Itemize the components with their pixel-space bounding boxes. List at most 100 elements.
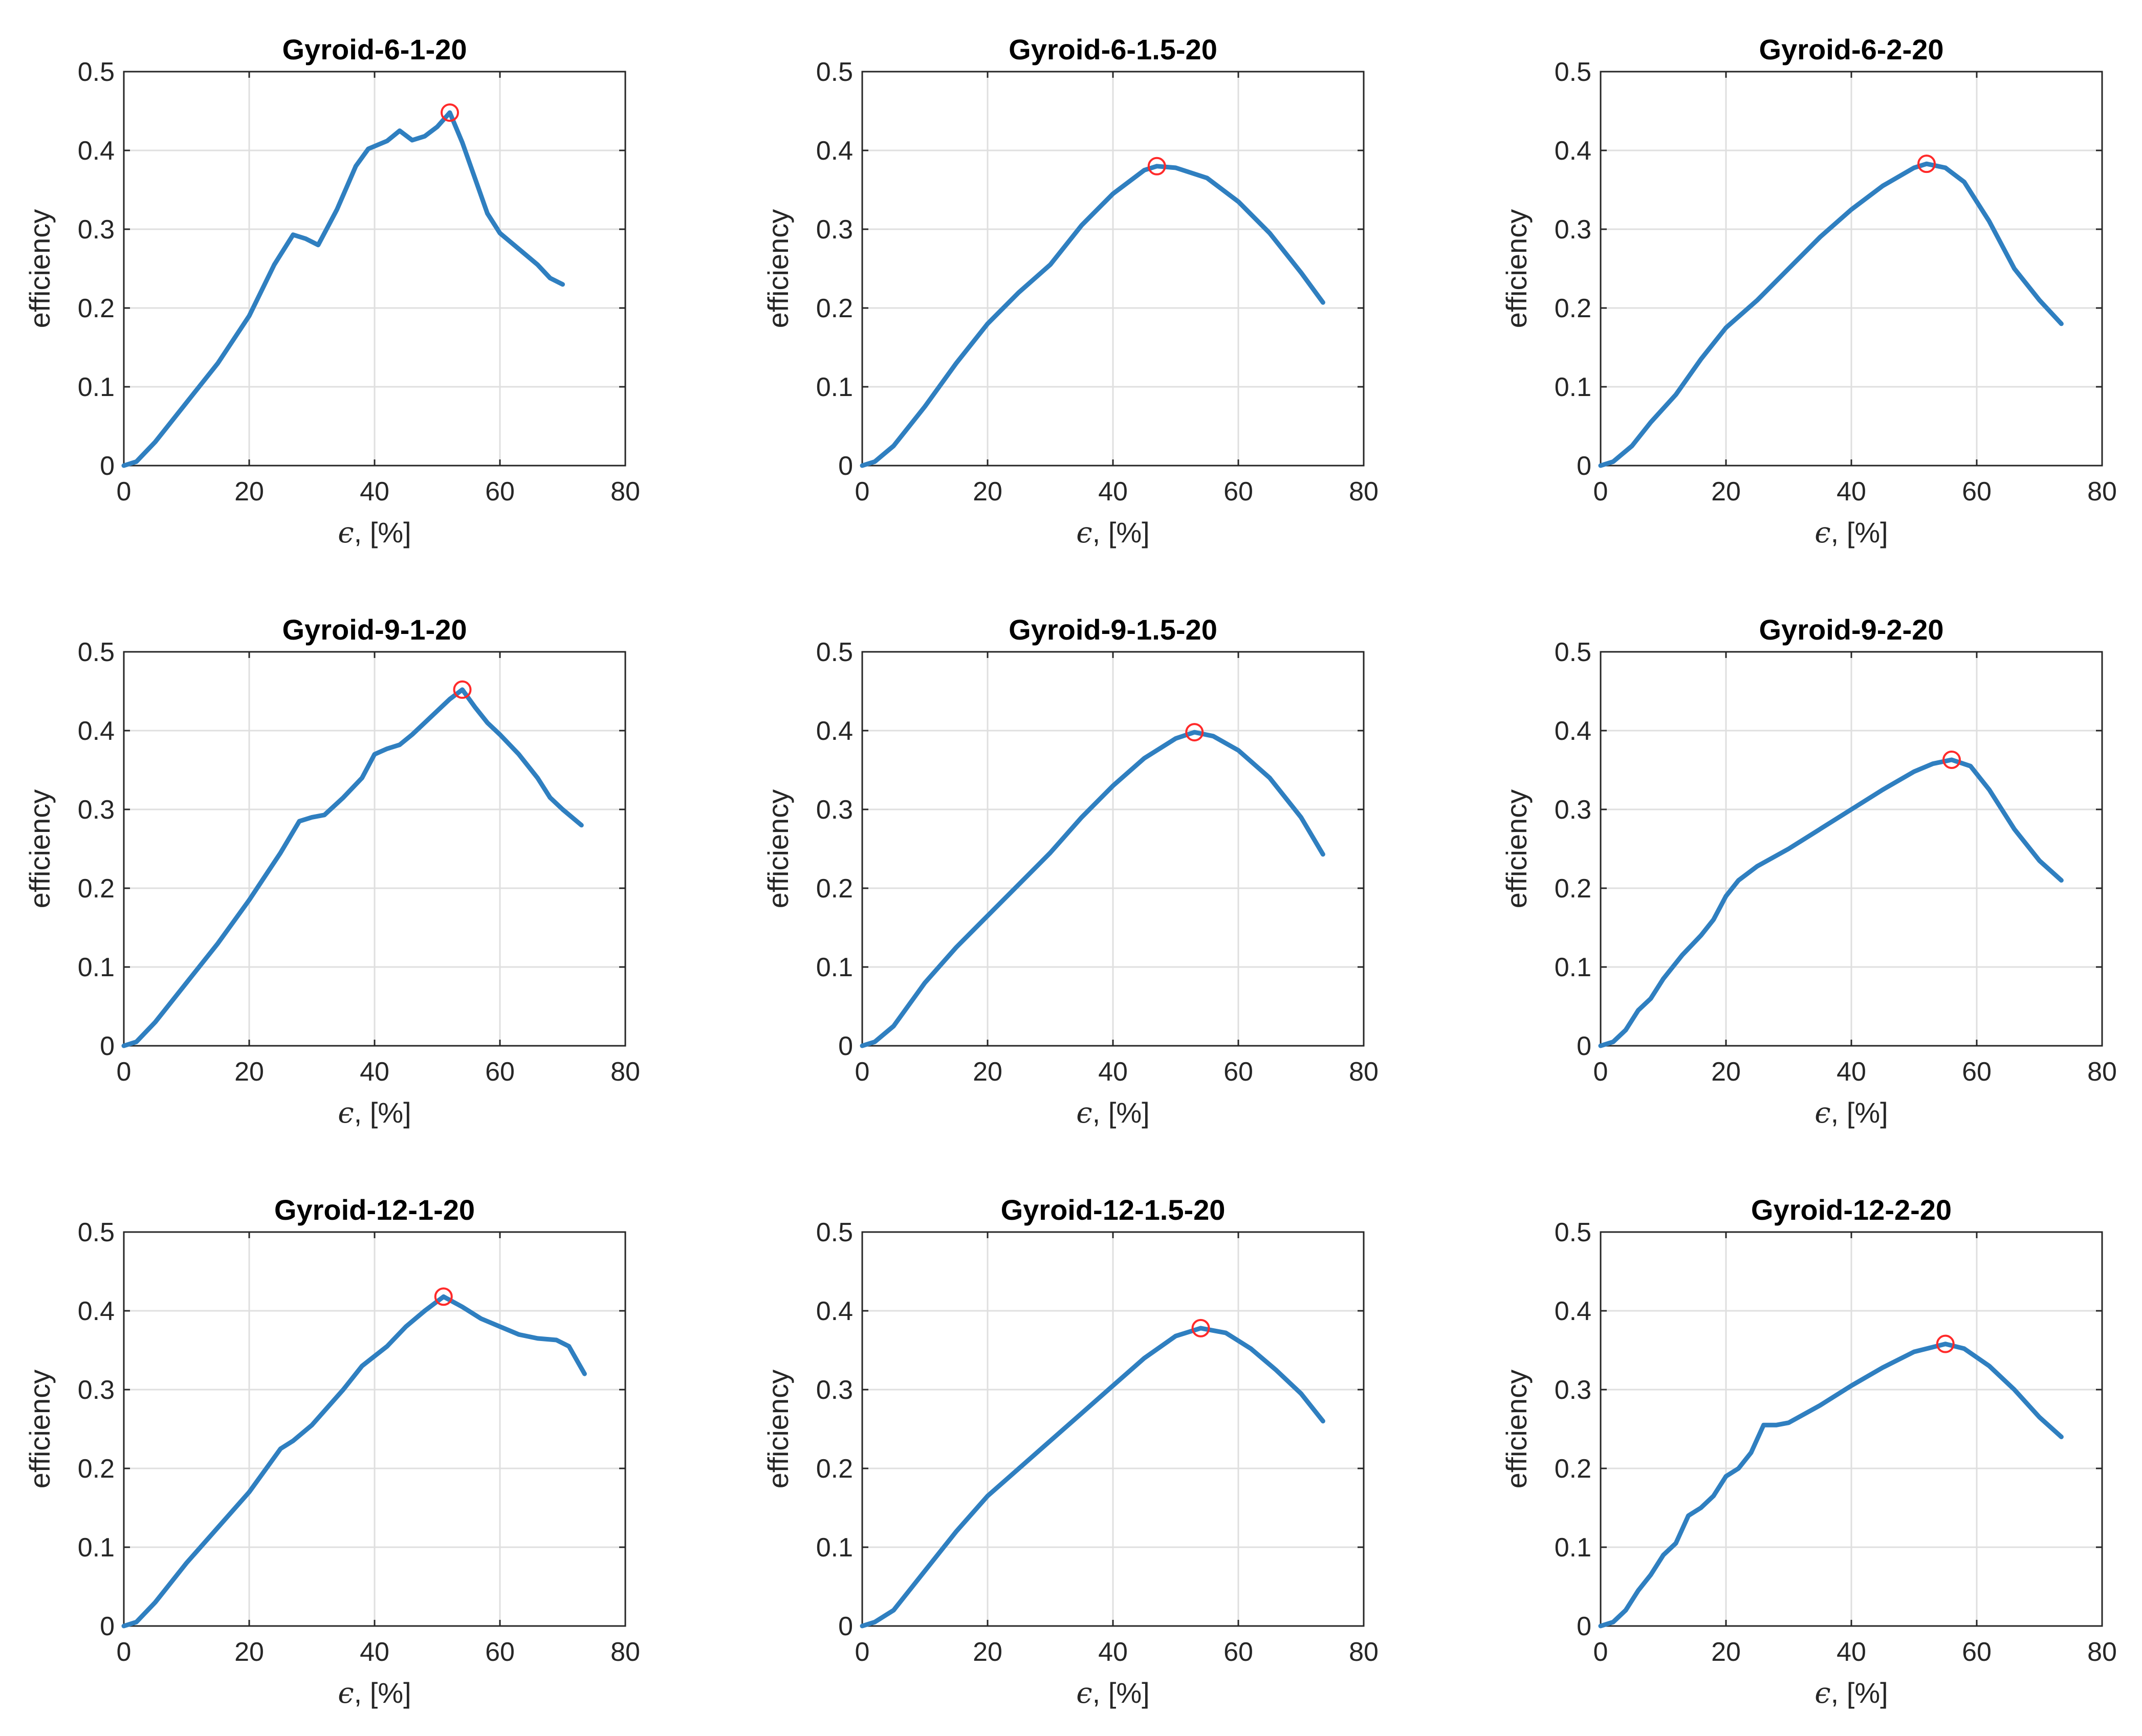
y-axis-label: efficiency: [762, 209, 794, 328]
peak-marker: [1191, 1319, 1210, 1337]
y-tick-label: 0.1: [816, 372, 853, 402]
y-tick-label: 0.4: [78, 136, 115, 166]
x-tick-label: 40: [360, 477, 389, 507]
y-tick-label: 0: [100, 451, 115, 481]
y-tick-label: 0.3: [816, 1375, 853, 1405]
x-tick-label: 60: [1223, 1637, 1253, 1667]
subplot-8: 0 20 40 60 80 0 0.1 0.2 0.3 0.4 0.5 Gyroid-12-1.5-2…: [762, 1194, 1379, 1710]
y-tick-label: 0.4: [1555, 136, 1591, 166]
x-axis-label-unit: , [%]: [1092, 1096, 1150, 1129]
y-tick-label: 0.2: [816, 294, 853, 323]
x-tick-label: 60: [1962, 1637, 1992, 1667]
peak-marker: [453, 680, 472, 699]
y-tick-label: 0.5: [1555, 638, 1591, 667]
x-axis-label: ϵ, [%]: [338, 516, 411, 550]
x-axis-label-unit: , [%]: [1092, 1677, 1150, 1709]
x-tick-label: 0: [1593, 1637, 1608, 1667]
efficiency-curve: [1598, 1342, 2064, 1629]
y-tick-label: 0.3: [1555, 215, 1591, 245]
x-axis-label: ϵ, [%]: [1815, 516, 1888, 550]
y-tick-label: 0.4: [816, 136, 853, 166]
y-tick-label: 0: [838, 451, 853, 481]
x-tick-label: 80: [610, 1637, 640, 1667]
y-tick-label: 0.3: [78, 1375, 115, 1405]
peak-marker: [1147, 157, 1166, 175]
y-tick-label: 0.5: [78, 1218, 115, 1247]
y-tick-label: 0.2: [1555, 1454, 1591, 1484]
x-tick-label: 80: [2087, 1637, 2117, 1667]
peak-marker: [1917, 155, 1936, 173]
x-tick-label: 60: [485, 1637, 515, 1667]
y-tick-label: 0.5: [816, 1218, 853, 1247]
y-tick-label: 0.3: [1555, 1375, 1591, 1405]
y-tick-label: 0.5: [816, 638, 853, 667]
y-tick-label: 0.1: [78, 1533, 115, 1563]
x-tick-label: 60: [1962, 1057, 1992, 1087]
peak-marker: [1936, 1334, 1955, 1353]
y-tick-label: 0.2: [1555, 874, 1591, 904]
x-tick-label: 80: [1349, 477, 1379, 507]
y-tick-label: 0.1: [78, 372, 115, 402]
y-tick-label: 0.2: [78, 874, 115, 904]
x-axis-label-unit: , [%]: [354, 1096, 411, 1129]
x-axis-label-symbol: ϵ: [1076, 1677, 1092, 1710]
x-tick-label: 0: [1593, 477, 1608, 507]
y-tick-label: 0.4: [1555, 1296, 1591, 1326]
x-tick-label: 80: [610, 1057, 640, 1087]
subplot-2: 0 20 40 60 80 0 0.1 0.2 0.3 0.4 0.5 Gyroid-6-1.5-20…: [762, 33, 1379, 550]
chart-title: Gyroid-9-1.5-20: [1009, 613, 1217, 646]
x-axis-label-symbol: ϵ: [338, 1096, 354, 1130]
efficiency-curve: [121, 1294, 587, 1629]
x-tick-label: 0: [1593, 1057, 1608, 1087]
peak-marker: [441, 103, 459, 122]
x-tick-label: 20: [1711, 1637, 1741, 1667]
x-tick-label: 80: [2087, 1057, 2117, 1087]
x-tick-label: 80: [1349, 1637, 1379, 1667]
y-tick-label: 0.5: [816, 57, 853, 87]
peak-marker: [434, 1287, 453, 1306]
y-tick-label: 0: [100, 1031, 115, 1061]
y-axis-label: efficiency: [1500, 789, 1533, 908]
y-tick-label: 0.4: [816, 716, 853, 746]
x-tick-label: 0: [855, 477, 870, 507]
y-axis-label: efficiency: [24, 209, 56, 328]
x-axis-label: ϵ, [%]: [1076, 1096, 1149, 1130]
x-tick-label: 20: [973, 1637, 1002, 1667]
y-axis-label: efficiency: [762, 1370, 794, 1488]
x-axis-label: ϵ, [%]: [338, 1096, 411, 1130]
efficiency-curve: [860, 730, 1325, 1048]
subplot-3: 0 20 40 60 80 0 0.1 0.2 0.3 0.4 0.5 Gyroid-6-2-20 ϵ,…: [1500, 33, 2117, 550]
peak-marker: [1942, 750, 1961, 769]
y-tick-label: 0.2: [1555, 294, 1591, 323]
subplot-9: 0 20 40 60 80 0 0.1 0.2 0.3 0.4 0.5 Gyroid-12-2-20 ϵ…: [1500, 1194, 2117, 1710]
x-tick-label: 20: [1711, 1057, 1741, 1087]
x-tick-label: 20: [234, 1637, 264, 1667]
x-axis-label-unit: , [%]: [1092, 516, 1150, 548]
x-axis-label-symbol: ϵ: [1076, 516, 1092, 550]
y-tick-label: 0.2: [816, 1454, 853, 1484]
x-tick-label: 60: [1223, 1057, 1253, 1087]
x-tick-label: 20: [973, 477, 1002, 507]
chart-title: Gyroid-12-2-20: [1751, 1194, 1952, 1226]
chart-title: Gyroid-12-1-20: [274, 1194, 475, 1226]
y-tick-label: 0.1: [1555, 953, 1591, 982]
x-axis-label-unit: , [%]: [1831, 516, 1888, 548]
subplot-1: 0 20 40 60 80 0 0.1 0.2 0.3 0.4 0.5 Gyroid-6-1-20 ϵ,…: [24, 33, 640, 550]
x-tick-label: 80: [2087, 477, 2117, 507]
x-axis-label-symbol: ϵ: [1076, 1096, 1092, 1130]
y-tick-label: 0: [1577, 1031, 1591, 1061]
x-tick-label: 60: [1962, 477, 1992, 507]
x-tick-label: 60: [1223, 477, 1253, 507]
x-tick-label: 60: [485, 1057, 515, 1087]
x-axis-label: ϵ, [%]: [1076, 1677, 1149, 1710]
y-axis-label: efficiency: [1500, 209, 1533, 328]
x-axis-label-unit: , [%]: [354, 1677, 411, 1709]
chart-title: Gyroid-9-2-20: [1759, 613, 1944, 646]
x-tick-label: 40: [1098, 1637, 1128, 1667]
x-axis-label-unit: , [%]: [1831, 1677, 1888, 1709]
x-tick-label: 40: [360, 1057, 389, 1087]
x-tick-label: 20: [1711, 477, 1741, 507]
y-tick-label: 0.2: [816, 874, 853, 904]
x-tick-label: 20: [234, 477, 264, 507]
